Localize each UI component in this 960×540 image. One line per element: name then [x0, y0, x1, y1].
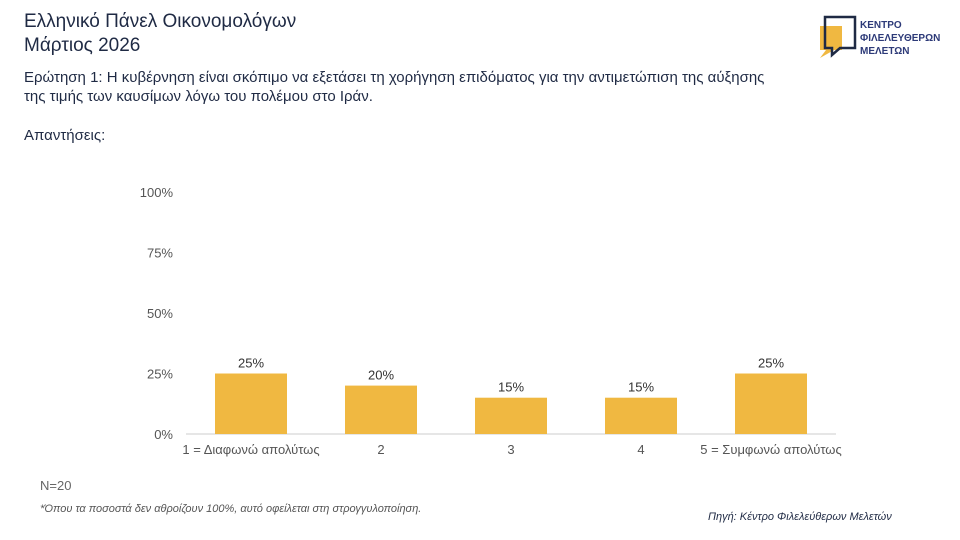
data-label: 15% — [628, 380, 654, 395]
question-line-1: Ερώτηση 1: Η κυβέρνηση είναι σκόπιμο να … — [24, 69, 765, 86]
y-tick-label: 50% — [147, 306, 173, 321]
question-text: Ερώτηση 1: Η κυβέρνηση είναι σκόπιμο να … — [24, 68, 904, 106]
x-tick-label: 5 = Συμφωνώ απολύτως — [700, 442, 841, 457]
sample-size: N=20 — [40, 478, 72, 493]
data-label: 25% — [238, 356, 264, 371]
x-tick-label: 2 — [377, 442, 384, 457]
logo-line-3: ΜΕΛΕΤΩΝ — [860, 46, 910, 57]
y-tick-label: 100% — [140, 185, 174, 200]
answers-label: Απαντήσεις: — [24, 127, 106, 144]
x-tick-label: 3 — [507, 442, 514, 457]
x-tick-label: 1 = Διαφωνώ απολύτως — [182, 442, 319, 457]
bar — [735, 373, 807, 434]
logo: ΚΕΝΤΡΟ ΦΙΛΕΛΕΥΘΕΡΩΝ ΜΕΛΕΤΩΝ — [818, 14, 948, 59]
logo-line-2: ΦΙΛΕΛΕΥΘΕΡΩΝ — [860, 33, 940, 44]
logo-icon: ΚΕΝΤΡΟ ΦΙΛΕΛΕΥΘΕΡΩΝ ΜΕΛΕΤΩΝ — [820, 15, 940, 58]
x-tick-label: 4 — [637, 442, 644, 457]
bar — [605, 397, 677, 434]
title-line-2: Μάρτιος 2026 — [24, 35, 141, 56]
rounding-note: *Όπου τα ποσοστά δεν αθροίζουν 100%, αυτ… — [40, 503, 422, 515]
bar — [475, 397, 547, 434]
bar — [215, 373, 287, 434]
data-label: 25% — [758, 356, 784, 371]
logo-line-1: ΚΕΝΤΡΟ — [860, 20, 902, 31]
data-label: 15% — [498, 380, 524, 395]
y-tick-label: 0% — [154, 427, 173, 442]
source-text: Πηγή: Κέντρο Φιλελεύθερων Μελετών — [708, 511, 892, 523]
bar — [345, 385, 417, 434]
y-tick-label: 75% — [147, 246, 173, 261]
data-label: 20% — [368, 368, 394, 383]
y-tick-label: 25% — [147, 367, 173, 382]
page-title: Ελληνικό Πάνελ Οικονομολόγων Μάρτιος 202… — [24, 10, 296, 58]
title-line-1: Ελληνικό Πάνελ Οικονομολόγων — [24, 11, 297, 32]
question-line-2: της τιμής των καυσίμων λόγω του πολέμου … — [24, 88, 373, 105]
